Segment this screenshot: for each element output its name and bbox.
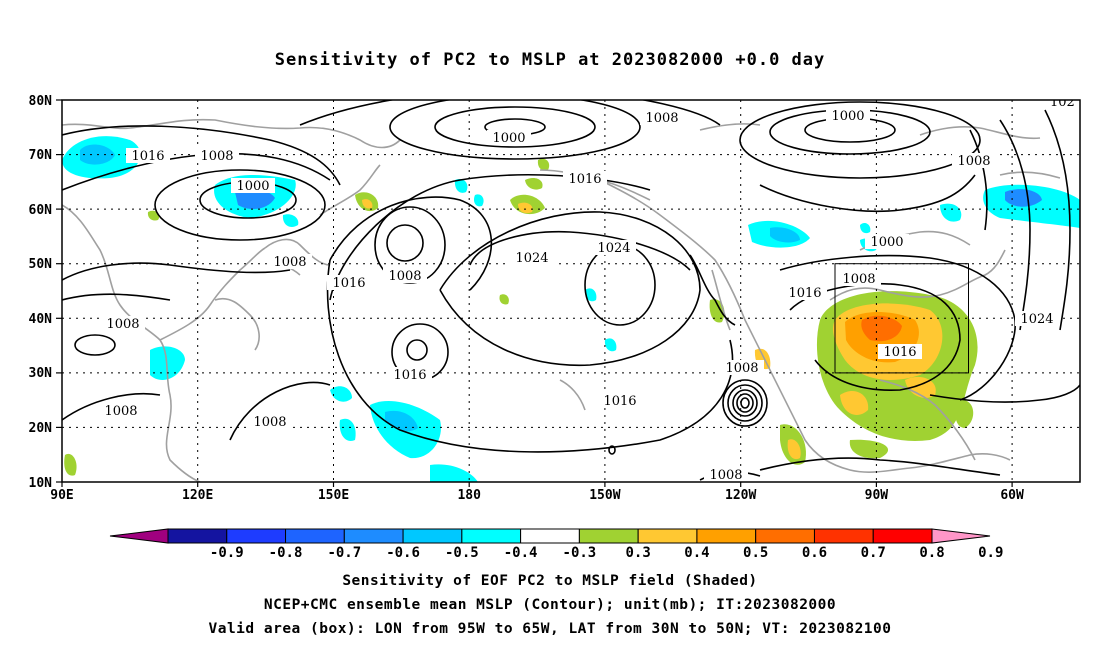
- contour-label: 1000: [870, 235, 903, 250]
- colorbar: -0.9 -0.8 -0.7 -0.6 -0.5 -0.4 -0.3 0.3 0.4 0.5 0.6…: [109, 528, 1003, 561]
- colorbar-tick-label: 0.7: [861, 545, 886, 561]
- contour-label: 1024: [597, 241, 630, 256]
- colorbar-tick-label: -0.8: [269, 545, 303, 561]
- colorbar-tick-label: 0.4: [684, 545, 709, 561]
- contour-label: 1008: [106, 317, 139, 332]
- contour-label: 1008: [253, 415, 286, 430]
- contour-label: 1016: [131, 149, 164, 164]
- colorbar-tick-label: -0.5: [445, 545, 479, 561]
- colorbar-tick-label: -0.3: [563, 545, 597, 561]
- lat-label: 30N: [29, 366, 53, 381]
- colorbar-tick-label: -0.9: [210, 545, 244, 561]
- contour-label: 1016: [393, 368, 426, 383]
- contour-label: 1008: [725, 361, 758, 376]
- colorbar-tick-label: 0.5: [743, 545, 768, 561]
- colorbar-segment: [755, 528, 815, 544]
- positive-sensitivity-shading: [64, 158, 978, 476]
- contour-label: 1024: [1020, 312, 1053, 327]
- lon-label: 150W: [589, 488, 620, 503]
- contour-label: 1008: [388, 269, 421, 284]
- contour-label: 1008: [842, 272, 875, 287]
- lon-label: 90W: [865, 488, 889, 503]
- lon-label: 120E: [182, 488, 213, 503]
- contour-label: 1008: [645, 111, 678, 126]
- colorbar-segment: [226, 528, 287, 544]
- contour-label: 1016: [788, 286, 821, 301]
- colorbar-tick-label: -0.4: [504, 545, 538, 561]
- lat-label: 10N: [29, 476, 53, 491]
- colorbar-segment: [696, 528, 757, 544]
- contour-label: 102: [1050, 95, 1075, 110]
- lon-label: 150E: [318, 488, 349, 503]
- map-title: Sensitivity of PC2 to MSLP at 2023082000…: [274, 50, 826, 70]
- valid-area-box: [834, 263, 969, 374]
- contour-label: 1016: [603, 394, 636, 409]
- colorbar-segment: [872, 528, 933, 544]
- contour-label: 1024: [515, 251, 548, 266]
- contour-label: 1008: [957, 154, 990, 169]
- mslp-contours: [62, 100, 1080, 481]
- latitude-labels: 80N 70N 60N 50N 40N 30N 20N 10N: [29, 94, 53, 491]
- colorbar-segment: [343, 528, 404, 544]
- colorbar-segment: [578, 528, 639, 544]
- colorbar-tick-label: 0.9: [978, 545, 1003, 561]
- contour-label: 1000: [492, 131, 525, 146]
- colorbar-right-extend: [931, 528, 991, 544]
- lat-label: 40N: [29, 312, 53, 327]
- lat-label: 50N: [29, 257, 53, 272]
- colorbar-tick-label: -0.7: [327, 545, 361, 561]
- colorbar-tick-label: -0.6: [386, 545, 420, 561]
- colorbar-segment: [285, 528, 345, 544]
- lat-label: 20N: [29, 421, 53, 436]
- contour-label: 1016: [332, 276, 365, 291]
- axis-ticks: [56, 99, 1013, 487]
- lon-label: 120W: [725, 488, 756, 503]
- colorbar-tick-label: 0.8: [919, 545, 944, 561]
- caption-line-2: NCEP+CMC ensemble mean MSLP (Contour); u…: [263, 597, 837, 613]
- contour-label: 1008: [200, 149, 233, 164]
- contour-label: 1008: [709, 468, 742, 483]
- lon-label: 90E: [50, 488, 73, 503]
- contour-label: 1000: [831, 109, 864, 124]
- lat-label: 70N: [29, 148, 53, 163]
- negative-sensitivity-shading: [62, 136, 1080, 482]
- contour-label: 1008: [104, 404, 137, 419]
- colorbar-segment: [813, 528, 874, 544]
- lon-label: 180: [457, 488, 481, 503]
- contour-label: 1000: [236, 179, 269, 194]
- plot-frame: [61, 99, 1081, 483]
- lat-label: 80N: [29, 94, 53, 109]
- contour-label: 1016: [883, 345, 916, 360]
- colorbar-left-extend: [109, 528, 169, 544]
- lon-label: 60W: [1000, 488, 1024, 503]
- colorbar-tick-label: 0.6: [802, 545, 827, 561]
- colorbar-tick-label: 0.3: [626, 545, 651, 561]
- colorbar-segment: [461, 528, 522, 544]
- colorbar-segment: [167, 528, 228, 544]
- lat-label: 60N: [29, 203, 53, 218]
- caption-line-1: Sensitivity of EOF PC2 to MSLP field (Sh…: [342, 573, 758, 589]
- contour-label: 1008: [273, 255, 306, 270]
- longitude-labels: 90E 120E 150E 180 150W 120W 90W 60W: [50, 488, 1024, 503]
- contour-label-group: 1000 1008 1000 102 1016 1008 1000 1016 1…: [99, 95, 1080, 483]
- coastlines: [62, 118, 1061, 482]
- colorbar-segment: [637, 528, 698, 544]
- contour-label: 1016: [568, 172, 601, 187]
- caption-line-3: Valid area (box): LON from 95W to 65W, L…: [208, 621, 892, 637]
- colorbar-segment: [402, 528, 463, 544]
- colorbar-segment: [520, 528, 580, 544]
